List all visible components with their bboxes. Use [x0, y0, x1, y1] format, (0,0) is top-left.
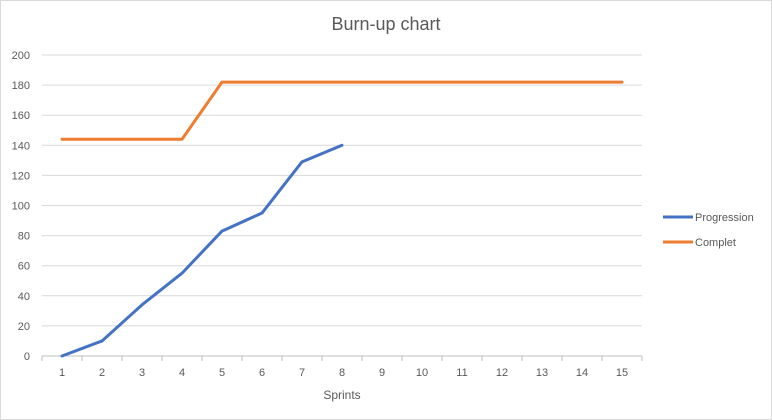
- y-tick-label: 0: [24, 351, 30, 363]
- x-tick-label: 5: [219, 367, 225, 379]
- y-tick-label: 200: [12, 50, 30, 62]
- y-axis-ticks: 0 20 40 60 80 100 120 140 160 180 200: [12, 50, 30, 363]
- y-tick-label: 140: [12, 140, 30, 152]
- y-tick-label: 180: [12, 80, 30, 92]
- legend: Progression Complet: [663, 212, 754, 249]
- x-tick-label: 7: [299, 367, 305, 379]
- x-axis: 1 2 3 4 5 6 7 8 9 10 11 12 13 14 15: [41, 356, 643, 379]
- legend-label: Complet: [695, 237, 736, 249]
- x-tick-label: 14: [576, 367, 588, 379]
- y-tick-label: 20: [18, 321, 30, 333]
- series-line-progression: [60, 143, 344, 358]
- x-tick-label: 8: [339, 367, 345, 379]
- x-tick-label: 9: [379, 367, 385, 379]
- x-tick-label: 2: [99, 367, 105, 379]
- x-tick-label: 4: [179, 367, 185, 379]
- x-tick-label: 12: [496, 367, 508, 379]
- x-tick-label: 10: [416, 367, 428, 379]
- x-tick-label: 1: [59, 367, 65, 379]
- gridlines: [42, 54, 642, 357]
- chart-title: Burn-up chart: [331, 14, 441, 34]
- y-tick-label: 60: [18, 261, 30, 273]
- x-axis-label: Sprints: [323, 388, 360, 402]
- y-tick-label: 120: [12, 170, 30, 182]
- x-tick-label: 15: [616, 367, 628, 379]
- y-tick-label: 100: [12, 201, 30, 213]
- y-tick-label: 40: [18, 291, 30, 303]
- y-tick-label: 80: [18, 231, 30, 243]
- x-tick-label: 13: [536, 367, 548, 379]
- x-tick-label: 3: [139, 367, 145, 379]
- series-line-complet: [60, 80, 624, 141]
- y-tick-label: 160: [12, 110, 30, 122]
- legend-label: Progression: [695, 212, 754, 224]
- x-tick-label: 6: [259, 367, 265, 379]
- series-lines: [60, 80, 624, 358]
- x-tick-label: 11: [456, 367, 467, 379]
